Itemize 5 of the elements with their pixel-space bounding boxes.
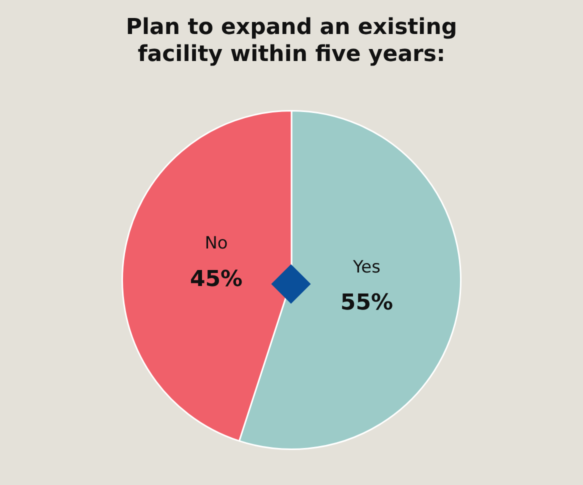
slice-label: No [204, 234, 228, 254]
slice-label: Yes [352, 257, 381, 278]
chart-title: Plan to expand an existing facility within five years: [124, 14, 458, 68]
data-label: 45% [190, 266, 243, 292]
data-label: 55% [340, 290, 394, 316]
